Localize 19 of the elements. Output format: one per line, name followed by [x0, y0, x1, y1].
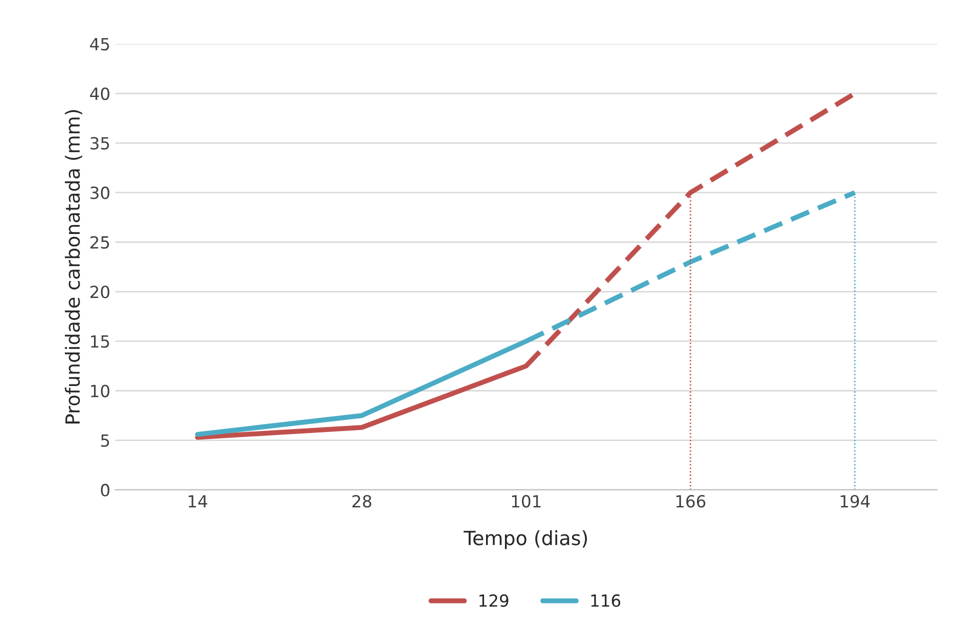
y-tick-label: 25: [90, 236, 110, 249]
legend-label: 116: [591, 594, 620, 607]
y-tick-label: 20: [90, 286, 110, 298]
y-tick-label: 30: [90, 186, 110, 200]
y-axis-title: Profundidade carbonatada (mm): [64, 110, 82, 424]
y-tick-label: 40: [90, 87, 110, 100]
legend-label: 129: [480, 594, 508, 607]
y-tick-label: 5: [101, 434, 110, 447]
x-axis-title: Tempo (dias): [464, 530, 587, 550]
x-tick-label: 28: [352, 494, 372, 508]
x-tick-label: 14: [188, 495, 208, 508]
y-tick-label: 0: [100, 484, 110, 496]
x-tick-label: 194: [840, 494, 870, 508]
y-tick-label: 10: [91, 384, 110, 398]
y-tick-label: 15: [91, 335, 110, 348]
y-tick-label: 45: [90, 38, 110, 51]
x-tick-label: 166: [676, 494, 706, 508]
x-tick-label: 101: [512, 494, 541, 508]
y-tick-label: 35: [90, 137, 110, 150]
